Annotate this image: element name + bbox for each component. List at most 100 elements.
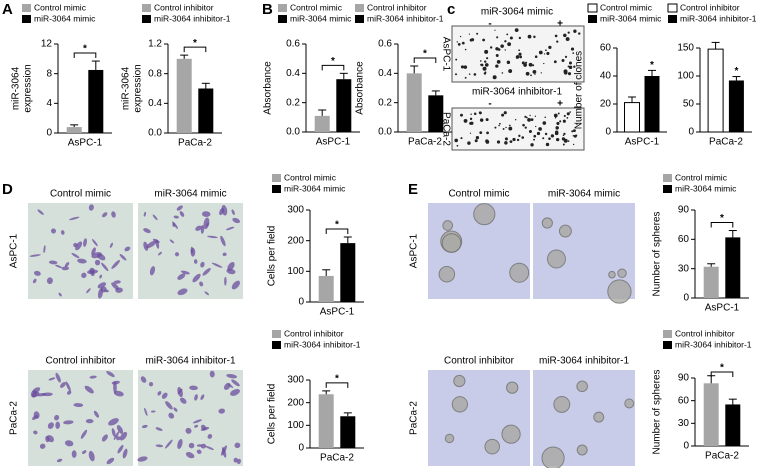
colony xyxy=(534,55,538,58)
bar xyxy=(318,394,334,448)
cell xyxy=(106,370,115,378)
bar xyxy=(728,80,744,132)
cell xyxy=(155,427,163,431)
bar xyxy=(340,243,356,302)
cell xyxy=(157,390,162,396)
cell xyxy=(200,261,205,268)
x-axis-label: PaCa-2 xyxy=(709,137,743,148)
colony xyxy=(529,114,531,117)
cell xyxy=(143,228,151,234)
cell xyxy=(32,278,37,284)
cell xyxy=(33,270,41,276)
colony xyxy=(492,75,497,80)
cell xyxy=(152,214,158,221)
panel-label: E xyxy=(408,181,418,198)
cell xyxy=(117,444,124,454)
cell xyxy=(202,268,211,276)
colony xyxy=(567,140,570,143)
sphere xyxy=(607,279,632,304)
legend-swatch xyxy=(272,330,281,338)
image-caption: miR-3064 inhibitor-1 xyxy=(539,356,629,367)
legend-swatch xyxy=(272,185,281,193)
colony xyxy=(556,40,559,43)
colony xyxy=(482,38,486,42)
cell xyxy=(192,273,201,283)
panel-label: c xyxy=(447,1,455,18)
legend-swatch xyxy=(355,4,364,12)
cell xyxy=(119,253,127,261)
bar xyxy=(725,404,741,446)
colony xyxy=(514,28,519,33)
legend-label: miR-3064 inhibitor-1 xyxy=(367,13,444,23)
cell xyxy=(174,252,180,257)
cell xyxy=(119,431,128,441)
legend-label: miR-3064 inhibitor-1 xyxy=(680,13,757,23)
y-tick-label: 8 xyxy=(46,68,52,79)
cell xyxy=(233,457,239,463)
colony xyxy=(530,118,534,122)
cell xyxy=(143,241,149,251)
panel-label: D xyxy=(2,181,13,198)
sphere xyxy=(624,398,635,409)
bar xyxy=(428,95,444,132)
colony xyxy=(501,113,505,117)
colony xyxy=(567,72,572,76)
colony xyxy=(498,124,500,127)
bar xyxy=(176,58,192,134)
significance-bracket xyxy=(710,222,734,228)
colony xyxy=(556,121,560,126)
colony xyxy=(504,40,507,43)
colony xyxy=(568,61,572,65)
colony xyxy=(528,62,533,67)
cell xyxy=(88,204,94,211)
row-label: PaCa-2 xyxy=(9,401,20,435)
colony xyxy=(484,63,489,67)
cell xyxy=(200,424,207,430)
legend-label: Control inhibitor xyxy=(284,328,344,338)
cell xyxy=(61,230,65,235)
y-tick-label: 60 xyxy=(678,234,690,245)
legend-label: Control mimic xyxy=(290,2,343,12)
cell xyxy=(116,425,124,434)
cell xyxy=(149,266,156,276)
y-tick-label: 90 xyxy=(678,205,690,216)
colony xyxy=(479,118,484,122)
colony xyxy=(512,137,516,142)
colony xyxy=(562,134,565,137)
cell xyxy=(85,418,94,424)
legend-swatch xyxy=(142,15,151,23)
colony xyxy=(505,126,507,129)
colony xyxy=(571,130,574,133)
colony xyxy=(509,36,513,40)
y-tick-label: 50 xyxy=(683,99,695,110)
cell xyxy=(69,216,80,221)
row-label: AsPC-1 xyxy=(9,233,20,268)
cell xyxy=(113,390,124,397)
colony xyxy=(565,37,570,41)
colony xyxy=(543,62,545,65)
colony xyxy=(496,140,501,144)
colony xyxy=(573,129,576,133)
significance-mark: * xyxy=(720,363,724,374)
colony xyxy=(542,137,545,140)
significance-mark: * xyxy=(734,66,738,77)
cell xyxy=(137,456,148,462)
colony xyxy=(518,49,520,52)
cell xyxy=(177,387,183,398)
colony xyxy=(485,118,489,122)
cell xyxy=(141,424,148,429)
colony xyxy=(572,52,575,55)
significance-bracket xyxy=(325,228,349,234)
colony xyxy=(514,119,517,121)
y-tick-label: 0 xyxy=(46,128,52,139)
cell xyxy=(180,270,190,275)
sphere xyxy=(501,424,521,444)
colony xyxy=(525,116,528,119)
cell xyxy=(33,411,40,419)
legend-swatch xyxy=(355,15,364,23)
cell xyxy=(177,438,183,450)
cell xyxy=(218,408,226,414)
cell xyxy=(81,450,87,454)
y-tick-label: 0 xyxy=(688,127,694,138)
legend-label: miR-3064 mimic xyxy=(290,13,352,23)
